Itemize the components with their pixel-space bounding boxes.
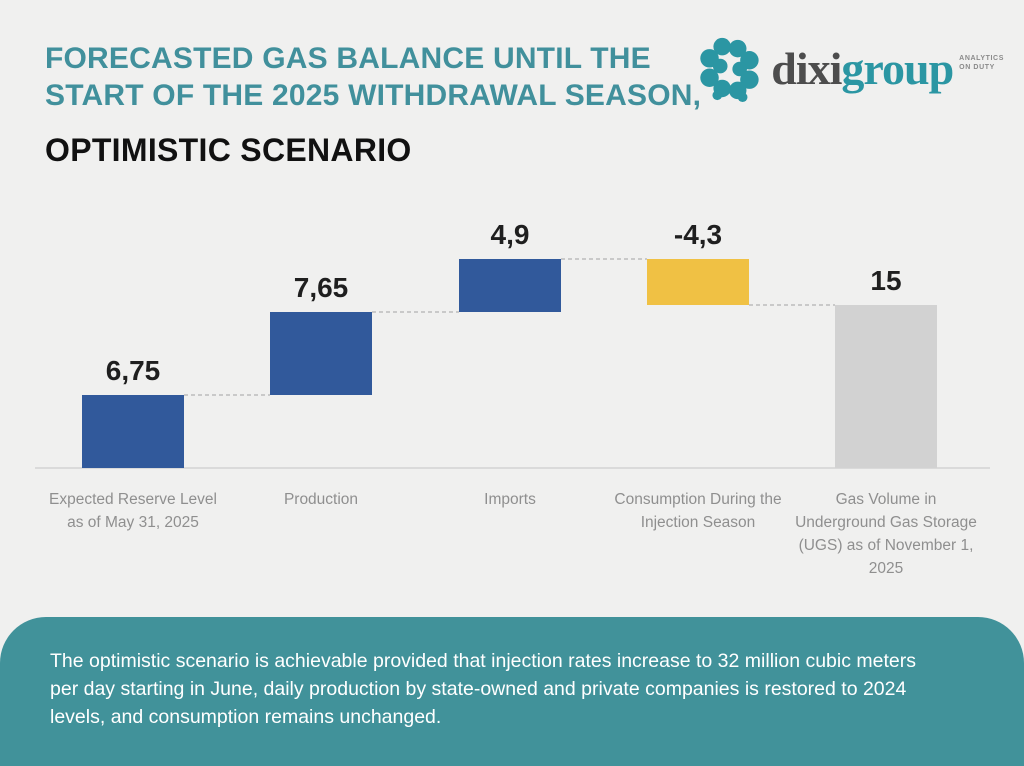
step-connector-line	[749, 304, 835, 307]
footer-note-text: The optimistic scenario is achievable pr…	[50, 650, 916, 728]
page-title: FORECASTED GAS BALANCE UNTIL THE START O…	[45, 40, 705, 114]
step-connector-line	[372, 310, 459, 313]
page-title-line1: FORECASTED GAS BALANCE UNTIL THE	[45, 42, 651, 75]
header: FORECASTED GAS BALANCE UNTIL THE START O…	[45, 40, 705, 169]
logo-tagline: ANALYTICS ON DUTY	[959, 55, 1004, 71]
dixigroup-logo: dixigroup ANALYTICS ON DUTY	[693, 34, 1004, 104]
waterfall-bar-4	[647, 258, 749, 306]
page-title-line2: START OF THE 2025 WITHDRAWAL SEASON,	[45, 79, 702, 112]
footer-note-panel: The optimistic scenario is achievable pr…	[0, 617, 1024, 766]
bar-value-label: 6,75	[105, 354, 161, 386]
logo-text-dixi: dixi	[771, 43, 842, 94]
category-label: Expected Reserve Level as of May 31, 202…	[48, 491, 217, 531]
step-connector-line	[561, 257, 647, 260]
waterfall-bar-2	[270, 311, 372, 395]
waterfall-bar-1	[82, 394, 184, 468]
x-axis-line	[35, 467, 990, 469]
category-label: Consumption During the Injection Season	[614, 491, 782, 531]
category-label: Production	[283, 491, 359, 508]
category-label: Imports	[484, 491, 536, 508]
waterfall-bar-3	[459, 258, 561, 312]
step-connector-line	[184, 393, 270, 396]
page-subtitle: OPTIMISTIC SCENARIO	[45, 132, 412, 168]
bar-value-label: -4,3	[673, 218, 723, 250]
logo-wordmark: dixigroup	[771, 43, 954, 94]
waterfall-bar-5	[835, 305, 937, 468]
logo-text-group: group	[841, 43, 954, 94]
bar-value-label: 4,9	[490, 218, 530, 250]
category-label: Gas Volume in Underground Gas Storage (U…	[795, 491, 977, 577]
bar-value-label: 7,65	[293, 271, 349, 303]
waterfall-chart: 6,75 Expected Reserve Level as of May 31,…	[35, 218, 990, 577]
bar-value-label: 15	[870, 265, 902, 297]
brain-icon	[700, 37, 759, 103]
